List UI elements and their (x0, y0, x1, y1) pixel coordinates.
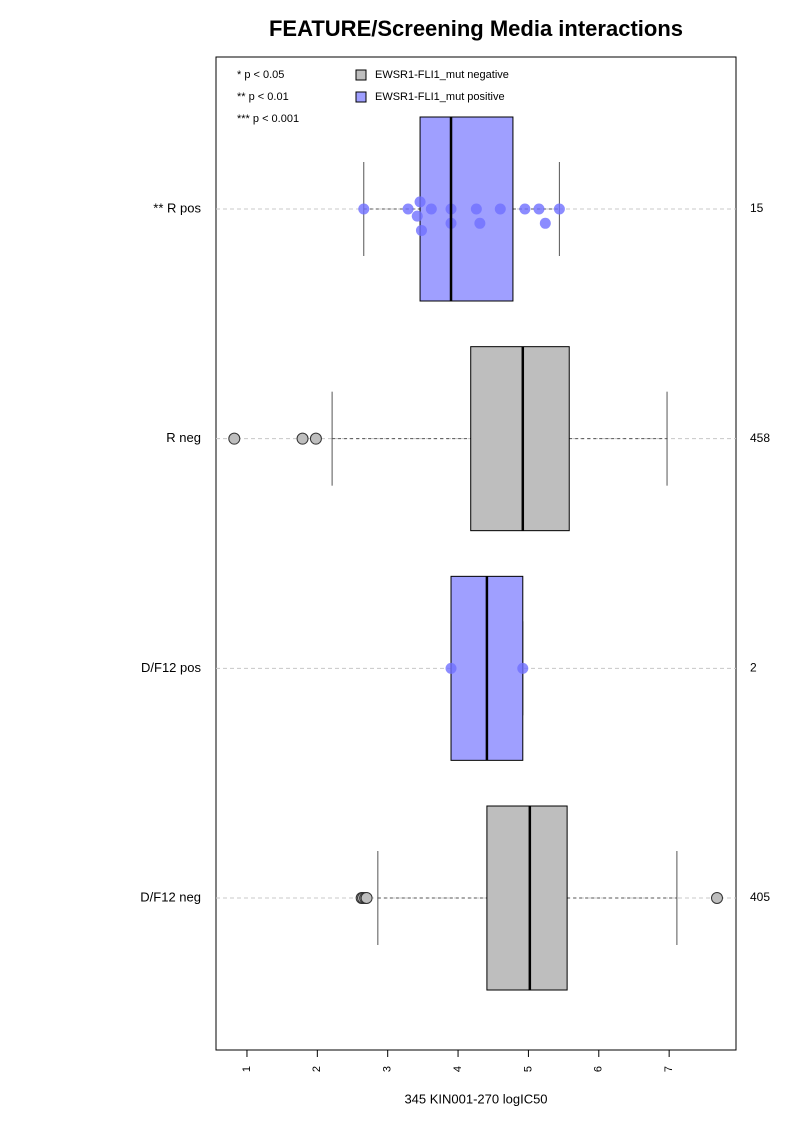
x-tick-label: 2 (311, 1066, 323, 1072)
note: ** p < 0.01 (237, 91, 289, 103)
data-point (474, 217, 486, 229)
x-tick-label: 6 (593, 1066, 605, 1072)
data-point (494, 203, 506, 215)
count-label: 405 (750, 890, 770, 904)
x-tick-label: 4 (452, 1066, 464, 1072)
outlier (360, 892, 373, 905)
data-point (445, 662, 457, 674)
outlier (228, 432, 241, 445)
data-point (358, 203, 370, 215)
outlier (711, 892, 724, 905)
y-tick-label: ** R pos (153, 200, 201, 215)
legend-swatch (355, 69, 367, 81)
data-point (539, 217, 551, 229)
legend-swatch (355, 91, 367, 103)
data-point (402, 203, 414, 215)
x-tick-label: 1 (241, 1066, 253, 1072)
legend-label: EWSR1-FLI1_mut negative (375, 69, 509, 81)
outlier (309, 432, 322, 445)
count-label: 15 (750, 201, 764, 215)
legend-label: EWSR1-FLI1_mut positive (375, 91, 505, 103)
x-tick-label: 5 (522, 1066, 534, 1072)
plot-frame (215, 56, 737, 1051)
note: * p < 0.05 (237, 69, 284, 81)
x-axis-label: 345 KIN001-270 logIC50 (404, 1091, 547, 1106)
note: *** p < 0.001 (237, 113, 299, 125)
data-point (411, 210, 423, 222)
count-label: 2 (750, 661, 757, 675)
chart-title: FEATURE/Screening Media interactions (269, 16, 683, 41)
box (470, 346, 570, 532)
data-point (415, 224, 427, 236)
y-tick-label: R neg (166, 430, 201, 445)
y-tick-label: D/F12 neg (140, 889, 201, 904)
x-tick-label: 7 (663, 1066, 675, 1072)
count-label: 458 (750, 431, 770, 445)
data-point (425, 203, 437, 215)
data-point (414, 196, 426, 208)
data-point (553, 203, 565, 215)
data-point (517, 662, 529, 674)
y-tick-label: D/F12 pos (141, 660, 201, 675)
box (486, 805, 568, 991)
outlier (296, 432, 309, 445)
data-point (470, 203, 482, 215)
data-point (519, 203, 531, 215)
data-point (533, 203, 545, 215)
x-tick-label: 3 (382, 1066, 394, 1072)
